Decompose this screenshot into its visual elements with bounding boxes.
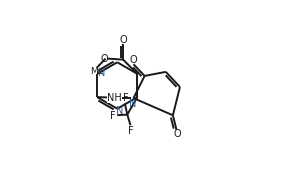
Text: O: O: [129, 55, 137, 65]
Text: N: N: [98, 68, 105, 78]
Text: F: F: [128, 126, 134, 136]
Text: N: N: [115, 106, 123, 116]
Text: O: O: [101, 54, 109, 64]
Text: N: N: [129, 99, 137, 109]
Text: O: O: [119, 35, 127, 45]
Text: Me: Me: [90, 67, 104, 76]
Text: NH: NH: [107, 93, 122, 103]
Text: F: F: [110, 111, 115, 121]
Text: F: F: [123, 93, 128, 103]
Text: O: O: [174, 129, 181, 139]
